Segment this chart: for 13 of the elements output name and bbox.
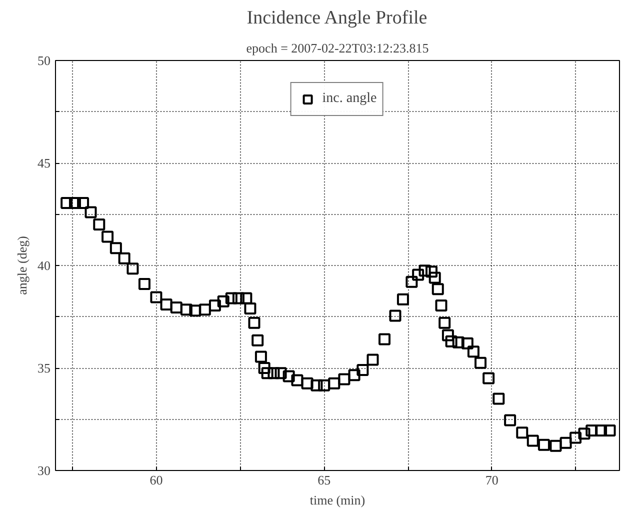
y-tick-label: 35 [38,360,50,376]
y-tick-label: 45 [38,156,50,170]
chart-subtitle: epoch = 2007-02-22T03:12:23.815 [246,40,429,56]
y-tick-label: 40 [38,258,50,273]
x-tick-label: 65 [318,472,331,488]
y-axis-title: angle (deg) [14,236,30,295]
y-tick-label: 30 [38,463,50,478]
x-axis-title: time (min) [310,492,366,508]
legend-label: inc. angle [322,91,377,107]
chart-title: Incidence Angle Profile [246,8,428,28]
x-tick-label: 60 [150,472,163,488]
y-tick-label: 50 [38,53,50,68]
x-tick-label: 70 [485,472,498,488]
